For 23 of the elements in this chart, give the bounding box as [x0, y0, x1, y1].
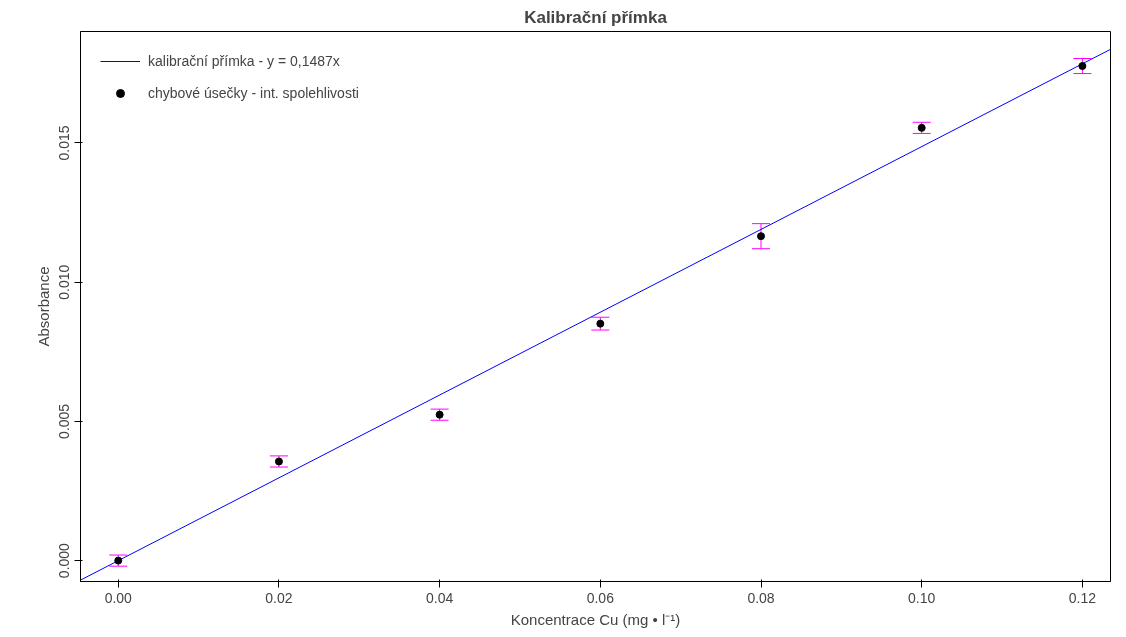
- point: [114, 556, 123, 565]
- x-tick-label: 0.06: [586, 589, 615, 606]
- x-tick-label: 0.00: [104, 589, 133, 606]
- x-tick-label: 0.08: [747, 589, 775, 606]
- x-tick-label: 0.12: [1068, 589, 1097, 606]
- y-tick-label: 0.000: [56, 542, 73, 579]
- y-axis-title: Absorbance: [34, 266, 52, 347]
- x-tick-label: 0.10: [908, 589, 936, 606]
- point: [757, 232, 766, 241]
- y-tick-label: 0.005: [56, 403, 73, 439]
- y-tick-label: 0.015: [56, 125, 73, 161]
- y-tick-label: 0.010: [56, 264, 73, 300]
- point: [596, 319, 605, 328]
- chart-title: Kalibrační přímka: [524, 7, 668, 27]
- x-tick-label: 0.02: [265, 589, 293, 606]
- point: [917, 123, 926, 132]
- point: [274, 457, 283, 466]
- point: [435, 410, 444, 419]
- x-tick-label: 0.04: [426, 589, 454, 606]
- legend-label: chybové úsečky - int. spolehlivosti: [148, 85, 359, 101]
- point: [1078, 62, 1087, 71]
- x-axis-title: Koncentrace Cu (mg • l⁻¹): [510, 610, 681, 628]
- legend-label: kalibrační přímka - y = 0,1487x: [148, 53, 340, 69]
